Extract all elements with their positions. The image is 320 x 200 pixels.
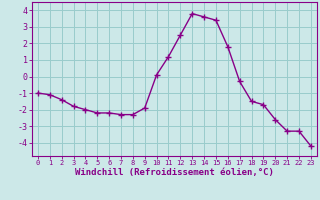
X-axis label: Windchill (Refroidissement éolien,°C): Windchill (Refroidissement éolien,°C) — [75, 168, 274, 177]
